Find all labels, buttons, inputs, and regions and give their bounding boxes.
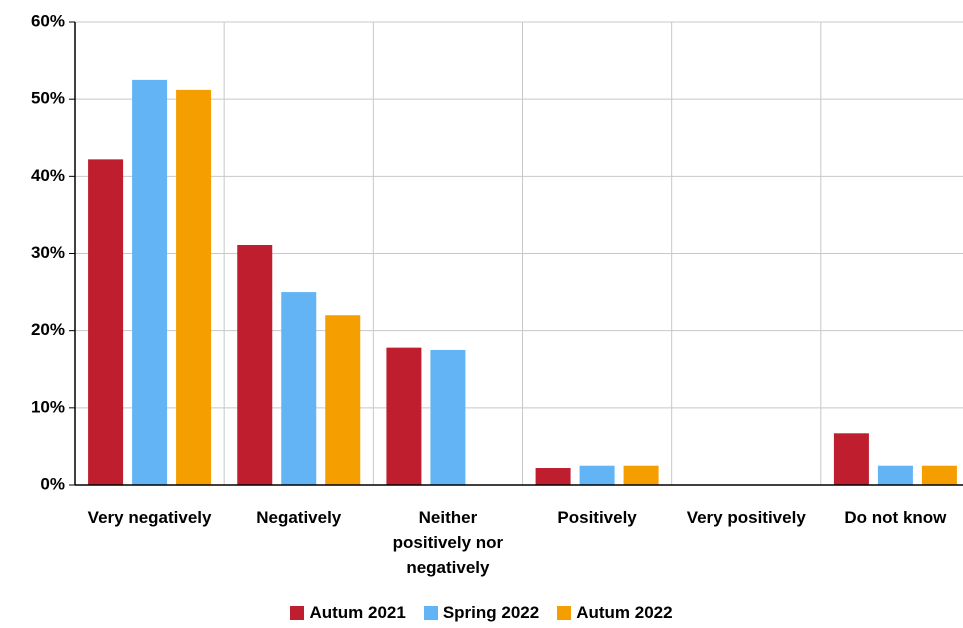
- legend-swatch: [290, 606, 305, 620]
- x-tick-label: Do not know: [844, 508, 947, 527]
- y-tick-label: 40%: [31, 166, 65, 185]
- bar: [237, 245, 273, 485]
- x-tick-label: Neither positively nor negatively: [392, 508, 504, 577]
- bar: [176, 89, 212, 485]
- legend-item: Spring 2022: [423, 603, 540, 623]
- y-tick-label: 50%: [31, 89, 65, 108]
- legend-item: Autum 2022: [557, 603, 673, 623]
- x-tick-label: Negatively: [256, 508, 342, 527]
- bar: [88, 159, 124, 485]
- bar: [921, 465, 957, 485]
- bar: [833, 433, 869, 485]
- bar: [386, 347, 422, 485]
- legend-label: Autum 2022: [576, 603, 673, 622]
- y-tick-label: 30%: [31, 243, 65, 262]
- legend: Autum 2021 Spring 2022 Autum 2022: [0, 603, 963, 623]
- bar: [430, 349, 466, 485]
- x-tick-label: Positively: [557, 508, 637, 527]
- y-tick-label: 60%: [31, 11, 65, 30]
- legend-swatch: [557, 606, 572, 620]
- bar: [132, 79, 168, 485]
- y-tick-label: 0%: [40, 474, 65, 493]
- bar: [535, 468, 571, 485]
- bar: [877, 465, 913, 485]
- legend-item: Autum 2021: [290, 603, 406, 623]
- legend-label: Autum 2021: [309, 603, 406, 622]
- bar: [579, 465, 615, 485]
- legend-swatch: [423, 606, 438, 620]
- bar: [325, 315, 361, 485]
- x-tick-label: Very positively: [686, 508, 806, 527]
- x-tick-label: Very negatively: [87, 508, 212, 527]
- y-tick-label: 10%: [31, 397, 65, 416]
- legend-label: Spring 2022: [442, 603, 540, 622]
- bar: [623, 465, 659, 485]
- y-tick-label: 20%: [31, 320, 65, 339]
- bar: [281, 292, 317, 485]
